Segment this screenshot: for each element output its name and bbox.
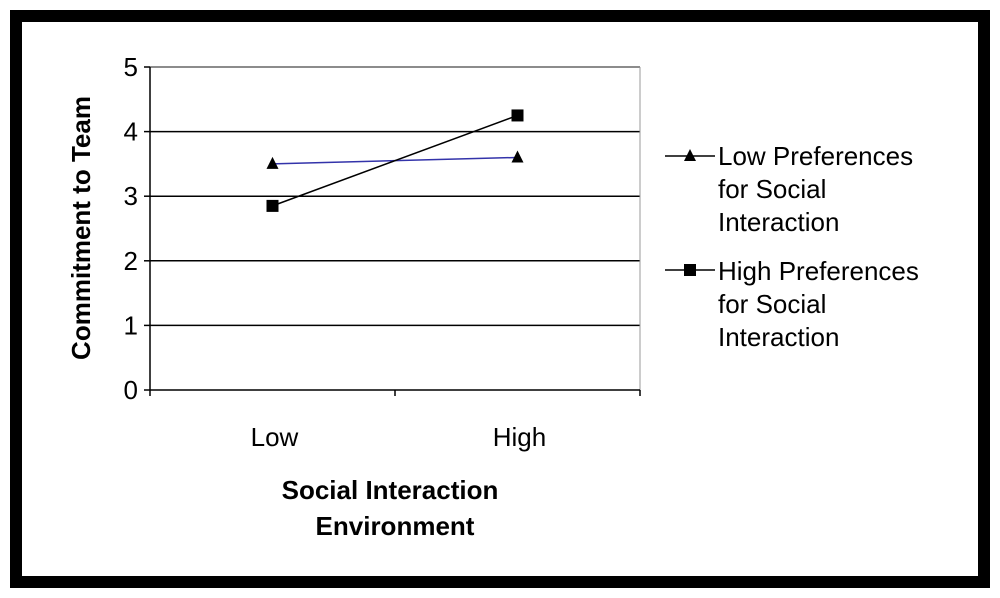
legend-marker-triangle xyxy=(684,149,696,161)
series-high-preferences xyxy=(266,109,524,212)
y-tick-label: 3 xyxy=(124,181,138,211)
data-point xyxy=(266,199,279,212)
gridlines xyxy=(150,66,641,390)
data-point xyxy=(511,109,524,122)
x-tick-label-low: Low xyxy=(251,422,299,452)
chart-frame xyxy=(10,10,990,588)
y-tick-labels: 0 1 2 3 4 5 xyxy=(124,52,138,405)
x-tick-labels: Low High xyxy=(251,422,547,452)
legend: Low Preferences for Social Interaction H… xyxy=(665,141,919,352)
x-axis-title: Social Interaction Environment xyxy=(282,475,499,541)
y-tick-label: 2 xyxy=(124,246,138,276)
legend-label-line: for Social xyxy=(718,289,826,319)
x-axis-title-line: Social Interaction xyxy=(282,475,499,505)
legend-label-line: Interaction xyxy=(718,207,839,237)
series-layer xyxy=(266,109,524,212)
y-axis-title: Commitment to Team xyxy=(66,96,96,360)
y-tick-label: 0 xyxy=(124,375,138,405)
y-tick-label: 5 xyxy=(124,52,138,82)
y-axis-title-text: Commitment to Team xyxy=(66,96,96,360)
x-axis-title-line: Environment xyxy=(316,511,475,541)
legend-marker-square xyxy=(684,264,696,276)
series-low-preferences xyxy=(266,150,524,169)
legend-label-line: for Social xyxy=(718,174,826,204)
axes xyxy=(144,66,641,396)
y-tick-label: 1 xyxy=(124,310,138,340)
legend-label-line: Low Preferences xyxy=(718,141,913,171)
x-tick-label-high: High xyxy=(493,422,546,452)
series-line xyxy=(272,114,518,207)
legend-label-line: High Preferences xyxy=(718,256,919,286)
data-point xyxy=(511,150,524,163)
data-point xyxy=(266,156,279,169)
y-tick-label: 4 xyxy=(124,117,138,147)
legend-label-line: Interaction xyxy=(718,322,839,352)
